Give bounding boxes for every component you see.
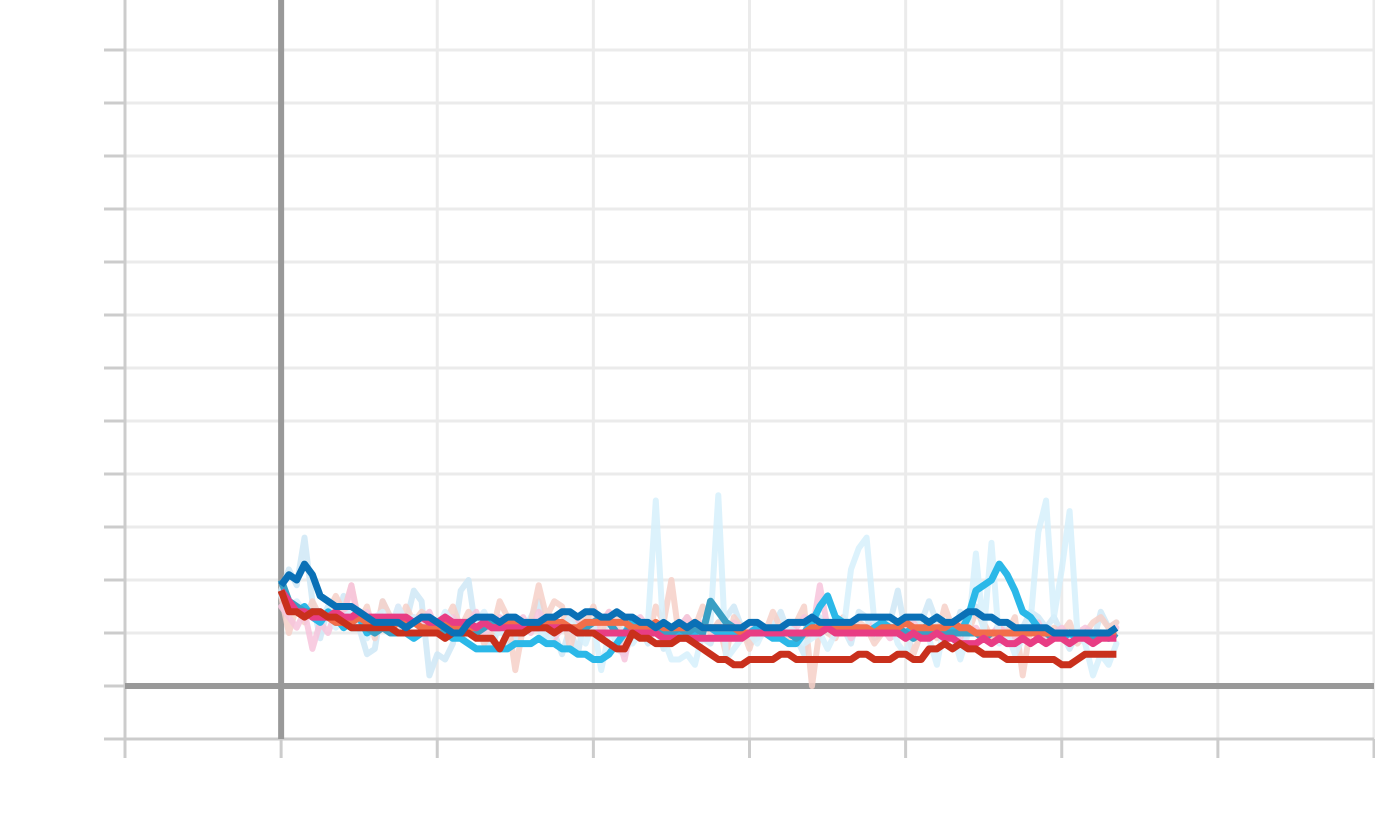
- smoothed-series-layer: [277, 560, 1119, 669]
- grid-lines: [123, 0, 1375, 741]
- axis-ticks: [104, 0, 1375, 758]
- series-line: [278, 560, 1119, 637]
- series-line: [277, 589, 1117, 669]
- zero-lines: [125, 0, 1374, 739]
